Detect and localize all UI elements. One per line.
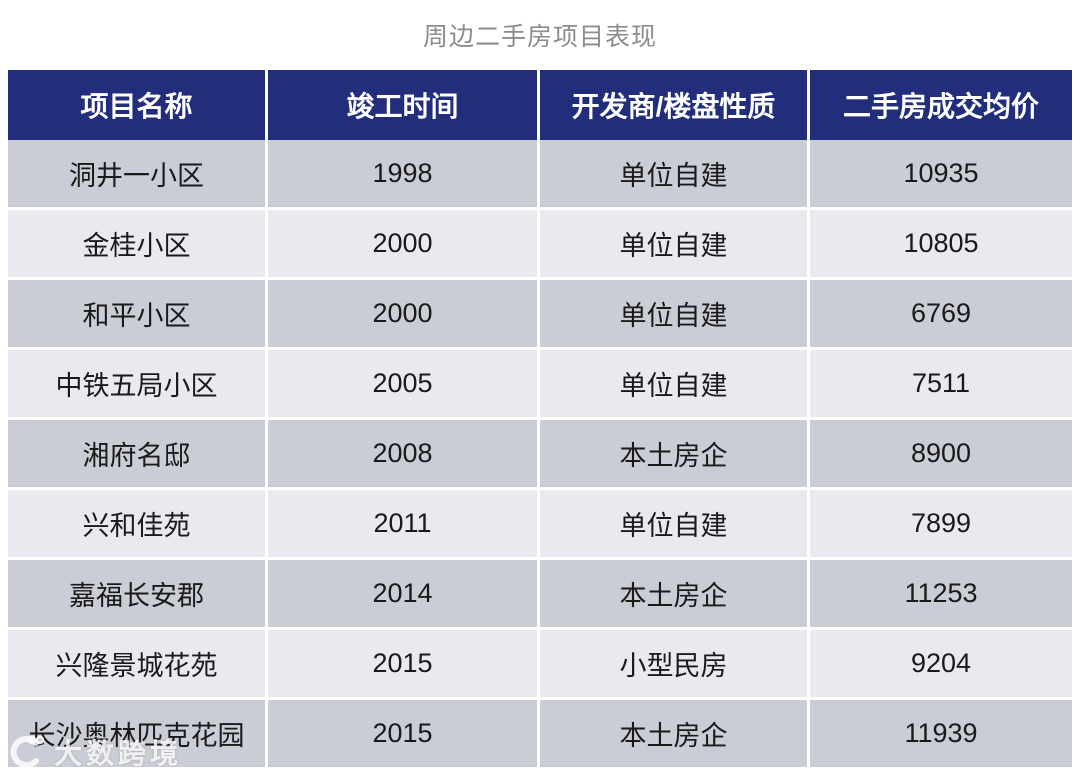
table-cell: 嘉福长安郡 xyxy=(8,560,265,627)
table-cell: 7511 xyxy=(810,350,1072,417)
table-cell: 2015 xyxy=(268,630,537,697)
page-title: 周边二手房项目表现 xyxy=(422,23,657,51)
table-cell: 单位自建 xyxy=(540,490,807,557)
table-cell: 本土房企 xyxy=(540,420,807,487)
table-cell: 10805 xyxy=(810,210,1072,277)
table-cell: 小型民房 xyxy=(540,630,807,697)
table-cell: 金桂小区 xyxy=(8,210,265,277)
table-cell: 长沙奥林匹克花园 xyxy=(8,700,265,767)
column-header: 竣工时间 xyxy=(268,70,537,140)
table-cell: 单位自建 xyxy=(540,280,807,347)
table-cell: 2008 xyxy=(268,420,537,487)
table-cell: 8900 xyxy=(810,420,1072,487)
table-cell: 1998 xyxy=(268,140,537,207)
column-header: 项目名称 xyxy=(8,70,265,140)
table-cell: 单位自建 xyxy=(540,350,807,417)
table-cell: 本土房企 xyxy=(540,560,807,627)
table-cell: 6769 xyxy=(810,280,1072,347)
table-cell: 2000 xyxy=(268,210,537,277)
column-header: 二手房成交均价 xyxy=(810,70,1072,140)
table-cell: 2011 xyxy=(268,490,537,557)
table-cell: 兴隆景城花苑 xyxy=(8,630,265,697)
table-cell: 7899 xyxy=(810,490,1072,557)
table-cell: 洞井一小区 xyxy=(8,140,265,207)
table-cell: 2015 xyxy=(268,700,537,767)
column-header: 开发商/楼盘性质 xyxy=(540,70,807,140)
table-cell: 兴和佳苑 xyxy=(8,490,265,557)
table-cell: 湘府名邸 xyxy=(8,420,265,487)
table-cell: 2005 xyxy=(268,350,537,417)
table-cell: 本土房企 xyxy=(540,700,807,767)
table-cell: 11253 xyxy=(810,560,1072,627)
table-cell: 10935 xyxy=(810,140,1072,207)
table-cell: 2014 xyxy=(268,560,537,627)
table-cell: 单位自建 xyxy=(540,210,807,277)
table-cell: 11939 xyxy=(810,700,1072,767)
table-cell: 2000 xyxy=(268,280,537,347)
table-cell: 单位自建 xyxy=(540,140,807,207)
table-cell: 中铁五局小区 xyxy=(8,350,265,417)
projects-table: 项目名称 竣工时间 开发商/楼盘性质 二手房成交均价 洞井一小区 1998 单位自建 1093… xyxy=(8,70,1072,767)
table-cell: 和平小区 xyxy=(8,280,265,347)
table-cell: 9204 xyxy=(810,630,1072,697)
